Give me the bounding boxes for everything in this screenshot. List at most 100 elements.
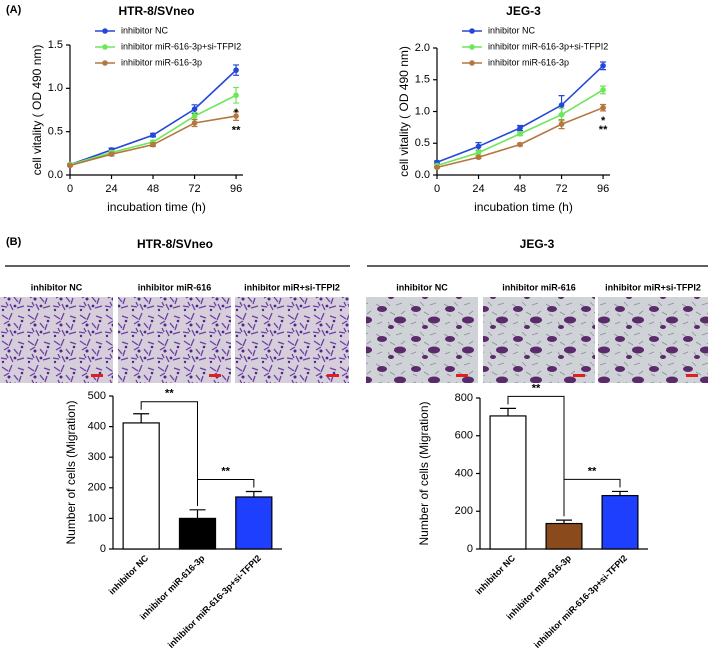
data-point: [233, 67, 239, 73]
micrograph: [598, 297, 708, 383]
x-tick-label: 24: [472, 183, 484, 195]
y-tick-label: 2.0: [415, 42, 430, 54]
panel-label: (A): [6, 4, 22, 16]
error-bar: [245, 490, 262, 497]
y-tick-label: 400: [88, 421, 106, 433]
legend-marker: [469, 60, 475, 66]
y-axis-label: cell vitality ( OD 490 nm): [30, 45, 44, 176]
bar: [601, 494, 639, 550]
significance-label: **: [532, 382, 541, 394]
scale-bar: [573, 374, 585, 377]
y-tick-label: 800: [455, 392, 473, 404]
significance-label: **: [588, 465, 597, 477]
data-point: [600, 87, 606, 93]
data-point: [558, 121, 565, 127]
series-line: [69, 69, 237, 166]
data-point: [191, 106, 198, 112]
x-tick-label: 0: [434, 183, 440, 195]
data-point: [191, 120, 198, 126]
x-tick-label: 72: [188, 183, 200, 195]
image-label: inhibitor miR-616: [138, 282, 212, 292]
x-tick-label: 96: [230, 183, 242, 195]
y-tick-label: 1.0: [48, 82, 63, 94]
y-tick-label: 600: [455, 430, 473, 442]
y-tick-label: 400: [455, 467, 473, 479]
x-tick-label: 48: [514, 183, 526, 195]
y-tick-label: 0.0: [415, 169, 430, 181]
x-tick-label: inhibitor miR-616-3p+si-TFPI2: [532, 553, 629, 650]
legend-marker: [102, 44, 108, 50]
legend-marker: [469, 28, 475, 34]
data-point: [517, 141, 523, 148]
image-label: inhibitor NC: [31, 282, 83, 292]
x-tick-label: inhibitor NC: [107, 553, 151, 597]
image-label: inhibitor miR+si-TFPI2: [605, 282, 701, 292]
legend-marker: [102, 60, 108, 66]
data-point: [233, 92, 239, 99]
legend-label: inhibitor miR-616-3p: [121, 57, 202, 67]
error-bar: [133, 413, 150, 423]
y-tick-label: 300: [88, 451, 106, 463]
legend-marker: [469, 44, 475, 50]
data-point: [558, 102, 565, 108]
panel-label: (B): [6, 236, 22, 248]
y-tick-label: 200: [455, 505, 473, 517]
image-label: inhibitor miR-616: [502, 282, 576, 292]
y-tick-label: 1.0: [415, 105, 430, 117]
data-point: [475, 143, 482, 150]
data-point: [558, 111, 565, 118]
bar: [235, 496, 273, 550]
micrograph: [483, 297, 595, 383]
chart-title: JEG-3: [506, 4, 541, 18]
series-line: [69, 94, 237, 166]
significance-label: **: [165, 388, 174, 400]
data-point: [517, 130, 523, 137]
significance-mark: **: [599, 124, 608, 136]
error-bar: [500, 407, 516, 416]
y-tick-label: 200: [88, 482, 106, 494]
legend-label: inhibitor NC: [488, 25, 536, 35]
significance-bracket: [507, 395, 565, 517]
y-tick-label: 0.0: [48, 169, 63, 181]
y-tick-label: 1.5: [48, 39, 63, 51]
scale-bar: [209, 374, 221, 377]
error-bar: [612, 490, 628, 496]
data-point: [600, 104, 606, 111]
data-point: [150, 132, 156, 138]
image-label: inhibitor miR+si-TFPI2: [244, 282, 340, 292]
significance-bracket: [563, 478, 621, 517]
x-axis-label: incubation time (h): [474, 200, 573, 214]
bar: [545, 522, 583, 550]
y-tick-label: 0.5: [48, 126, 63, 138]
bar: [122, 422, 160, 550]
legend-label: inhibitor miR-616-3p+si-TFPI2: [121, 41, 241, 51]
data-point: [67, 162, 73, 169]
data-point: [600, 62, 606, 69]
legend-marker: [102, 28, 108, 34]
data-point: [233, 113, 239, 119]
significance-mark: **: [232, 124, 241, 136]
y-tick-label: 0: [467, 543, 473, 555]
data-point: [434, 164, 440, 171]
x-tick-label: 24: [105, 183, 117, 195]
chart-title: HTR-8/SVneo: [118, 4, 194, 18]
significance-mark: *: [601, 115, 606, 127]
y-tick-label: 0.5: [415, 137, 430, 149]
y-axis-label: cell vitality ( OD 490 nm): [397, 46, 411, 177]
scale-bar: [456, 374, 468, 377]
micrograph: [366, 297, 478, 383]
scale-bar: [91, 374, 103, 377]
significance-bracket: [197, 478, 255, 506]
y-tick-label: 1.5: [415, 74, 430, 86]
y-tick-label: 0: [100, 543, 106, 555]
error-bar: [189, 509, 206, 519]
y-tick-label: 100: [88, 512, 106, 524]
x-axis-label: incubation time (h): [107, 200, 206, 214]
x-tick-label: 96: [597, 183, 609, 195]
y-axis-label: Number of cells (Migration): [417, 401, 431, 545]
x-tick-label: 48: [147, 183, 159, 195]
significance-label: **: [221, 465, 230, 477]
legend-label: inhibitor miR-616-3p: [488, 57, 569, 67]
x-tick-label: 72: [555, 183, 567, 195]
